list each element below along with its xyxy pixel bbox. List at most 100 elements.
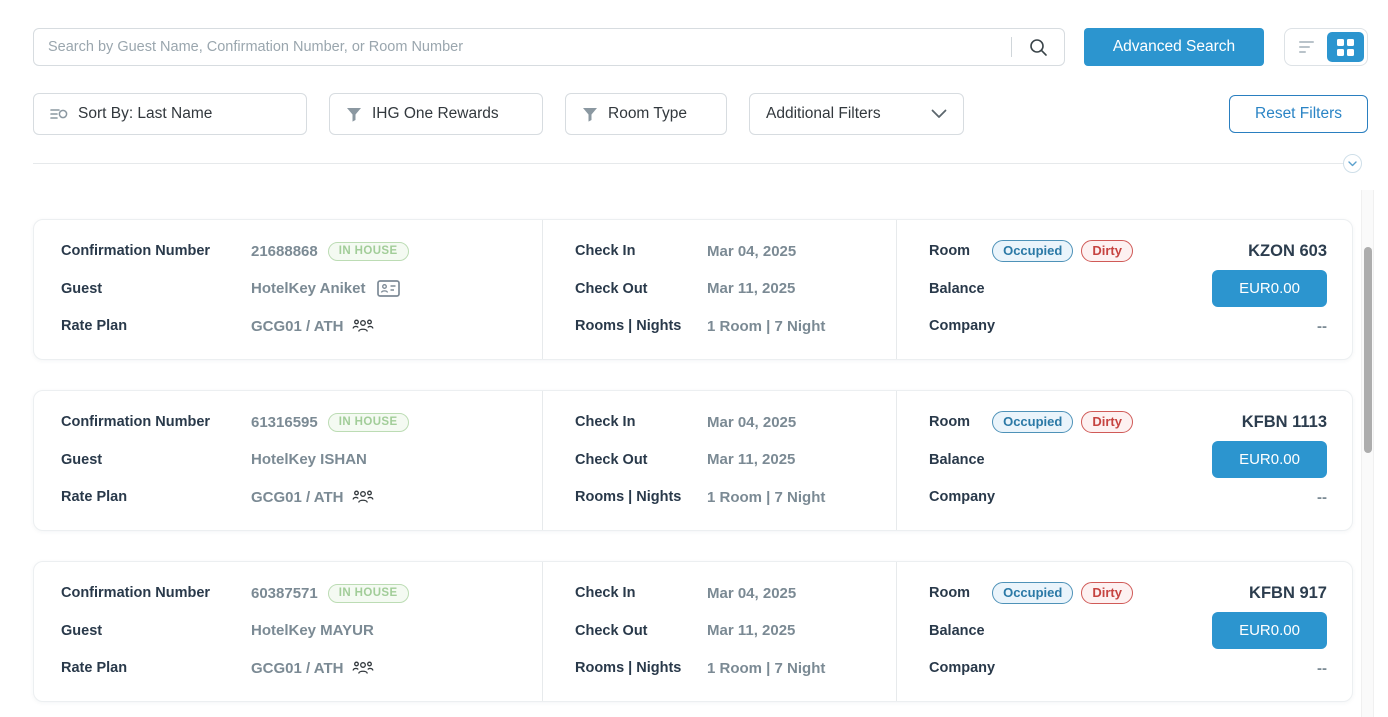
card-stay-column: Check In Mar 04, 2025 Check Out Mar 11, … <box>542 562 896 701</box>
reservation-card[interactable]: Confirmation Number 21688868 IN HOUSE Gu… <box>33 219 1353 360</box>
status-badge: IN HOUSE <box>327 412 409 432</box>
reservation-card[interactable]: Confirmation Number 61316595 IN HOUSE Gu… <box>33 390 1353 531</box>
card-room-column: Room Occupied Dirty KFBN 917 Balance EUR… <box>896 562 1352 701</box>
sort-by-chip[interactable]: Sort By: Last Name <box>33 93 307 135</box>
funnel-icon <box>346 107 362 122</box>
room-label: Room <box>929 585 971 601</box>
group-icon[interactable] <box>352 660 374 676</box>
check-in-label: Check In <box>575 243 636 259</box>
rate-plan-value: GCG01 / ATH <box>251 317 344 335</box>
card-guest-column: Confirmation Number 60387571 IN HOUSE Gu… <box>34 562 542 701</box>
rate-plan-label: Rate Plan <box>61 489 128 505</box>
reset-filters-button[interactable]: Reset Filters <box>1229 95 1368 133</box>
id-card-icon[interactable] <box>377 280 401 297</box>
sort-by-label: Sort By: Last Name <box>78 105 213 122</box>
occupied-badge: Occupied <box>992 582 1074 604</box>
rate-plan-value: GCG01 / ATH <box>251 488 344 506</box>
room-number: KFBN 917 <box>1249 583 1327 602</box>
room-number: KZON 603 <box>1248 241 1327 260</box>
rate-plan-label: Rate Plan <box>61 318 128 334</box>
rate-plan-label: Rate Plan <box>61 660 128 676</box>
additional-filters-dropdown[interactable]: Additional Filters <box>749 93 964 135</box>
guest-label: Guest <box>61 280 103 297</box>
confirmation-number-value: 60387571 <box>251 584 318 602</box>
check-out-label: Check Out <box>575 622 648 639</box>
grid-icon <box>1337 38 1354 56</box>
balance-button[interactable]: EUR0.00 <box>1212 270 1327 307</box>
funnel-icon <box>582 107 598 122</box>
check-out-label: Check Out <box>575 280 648 297</box>
check-in-label: Check In <box>575 585 636 601</box>
card-room-column: Room Occupied Dirty KFBN 1113 Balance EU… <box>896 391 1352 530</box>
status-badge: IN HOUSE <box>327 241 409 261</box>
chevron-down-icon <box>931 109 947 119</box>
check-out-date: Mar 11, 2025 <box>707 622 796 639</box>
confirmation-number-label: Confirmation Number <box>61 414 211 430</box>
card-guest-column: Confirmation Number 61316595 IN HOUSE Gu… <box>34 391 542 530</box>
reservation-card[interactable]: Confirmation Number 60387571 IN HOUSE Gu… <box>33 561 1353 702</box>
confirmation-number-value: 61316595 <box>251 413 318 431</box>
search-input-divider <box>1011 37 1012 57</box>
company-label: Company <box>929 660 996 676</box>
confirmation-number-label: Confirmation Number <box>61 585 211 601</box>
confirmation-number-label: Confirmation Number <box>61 243 211 259</box>
card-stay-column: Check In Mar 04, 2025 Check Out Mar 11, … <box>542 391 896 530</box>
company-value: -- <box>1317 659 1327 677</box>
top-bar: Advanced Search <box>0 0 1388 66</box>
balance-button[interactable]: EUR0.00 <box>1212 441 1327 478</box>
collapse-filters-button[interactable] <box>1343 154 1362 173</box>
search-icon[interactable] <box>1012 38 1064 57</box>
check-in-date: Mar 04, 2025 <box>707 584 797 602</box>
guest-name[interactable]: HotelKey Aniket <box>251 280 366 297</box>
guest-label: Guest <box>61 622 103 639</box>
scrollbar[interactable] <box>1361 190 1374 717</box>
list-icon <box>1299 41 1314 53</box>
balance-label: Balance <box>929 622 985 639</box>
balance-button[interactable]: EUR0.00 <box>1212 612 1327 649</box>
list-view-button[interactable] <box>1288 32 1325 62</box>
card-guest-column: Confirmation Number 21688868 IN HOUSE Gu… <box>34 220 542 359</box>
check-in-date: Mar 04, 2025 <box>707 413 797 431</box>
check-in-label: Check In <box>575 414 636 430</box>
search-input[interactable] <box>34 29 1011 65</box>
group-icon[interactable] <box>352 489 374 505</box>
filters-bar: Sort By: Last Name IHG One Rewards Room … <box>33 93 1368 135</box>
rooms-nights-value: 1 Room | 7 Night <box>707 488 826 506</box>
rooms-nights-label: Rooms | Nights <box>575 489 682 505</box>
room-number: KFBN 1113 <box>1241 412 1327 431</box>
rooms-nights-value: 1 Room | 7 Night <box>707 317 826 335</box>
company-value: -- <box>1317 317 1327 335</box>
card-room-column: Room Occupied Dirty KZON 603 Balance EUR… <box>896 220 1352 359</box>
rooms-nights-label: Rooms | Nights <box>575 318 682 334</box>
dirty-badge: Dirty <box>1081 240 1133 262</box>
guest-name[interactable]: HotelKey MAYUR <box>251 622 374 639</box>
dirty-badge: Dirty <box>1081 582 1133 604</box>
ihg-one-rewards-label: IHG One Rewards <box>372 105 499 122</box>
advanced-search-button[interactable]: Advanced Search <box>1084 28 1264 66</box>
card-stay-column: Check In Mar 04, 2025 Check Out Mar 11, … <box>542 220 896 359</box>
room-type-chip[interactable]: Room Type <box>565 93 727 135</box>
balance-label: Balance <box>929 451 985 468</box>
room-label: Room <box>929 243 971 259</box>
check-in-date: Mar 04, 2025 <box>707 242 797 260</box>
filters-divider <box>33 154 1362 173</box>
rooms-nights-label: Rooms | Nights <box>575 660 682 676</box>
status-badge: IN HOUSE <box>327 583 409 603</box>
occupied-badge: Occupied <box>992 240 1074 262</box>
occupied-badge: Occupied <box>992 411 1074 433</box>
check-out-date: Mar 11, 2025 <box>707 451 796 468</box>
group-icon[interactable] <box>352 318 374 334</box>
ihg-one-rewards-chip[interactable]: IHG One Rewards <box>329 93 543 135</box>
company-value: -- <box>1317 488 1327 506</box>
view-mode-toggle <box>1284 28 1368 66</box>
grid-view-button[interactable] <box>1327 32 1364 62</box>
scrollbar-thumb[interactable] <box>1364 247 1372 453</box>
search-bar <box>33 28 1065 66</box>
balance-label: Balance <box>929 280 985 297</box>
rate-plan-value: GCG01 / ATH <box>251 659 344 677</box>
rooms-nights-value: 1 Room | 7 Night <box>707 659 826 677</box>
confirmation-number-value: 21688868 <box>251 242 318 260</box>
room-type-label: Room Type <box>608 105 687 122</box>
guest-name[interactable]: HotelKey ISHAN <box>251 451 367 468</box>
